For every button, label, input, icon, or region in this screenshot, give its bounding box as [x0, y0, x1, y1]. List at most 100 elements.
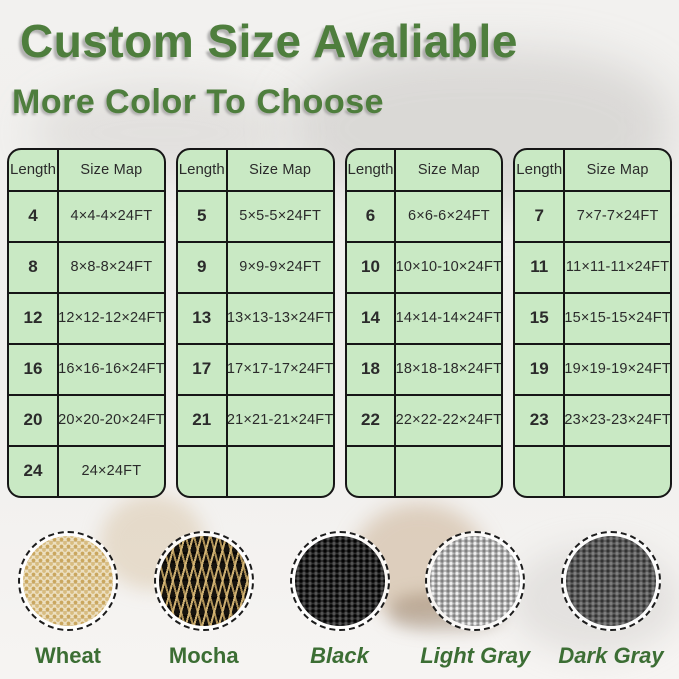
- dark-gray-fabric-swatch-icon: [566, 535, 656, 626]
- table-row: 16 16×16-16×24FT: [9, 342, 164, 394]
- length-header: Length: [178, 161, 225, 179]
- length-cell: 16: [23, 359, 43, 379]
- length-cell: 23: [529, 410, 549, 430]
- swatch-mocha: Mocha: [148, 530, 260, 669]
- size-map-cell: 16×16-16×24FT: [56, 344, 164, 394]
- size-map-cell: 15×15-15×24FT: [563, 293, 670, 343]
- table-row: 21 21×21-21×24FT: [177, 393, 333, 445]
- size-map-header: Size Map: [56, 149, 164, 190]
- length-cell: 18: [361, 359, 380, 379]
- size-table-2: Length Size Map 5 5×5-5×24FT 9 9×9-9×24F…: [175, 147, 335, 498]
- length-cell: 19: [529, 359, 549, 379]
- length-cell: [515, 447, 563, 496]
- swatch-label-wheat: Wheat: [35, 642, 101, 668]
- page-title: Custom Size Avaliable: [20, 15, 518, 67]
- table-row-empty: [346, 444, 502, 496]
- size-map-cell: 22×22-22×24FT: [394, 395, 501, 445]
- table-row: 13 13×13-13×24FT: [177, 291, 333, 343]
- length-cell: 8: [28, 257, 38, 277]
- table-row: 10 10×10-10×24FT: [346, 240, 502, 292]
- size-map-cell: 13×13-13×24FT: [225, 293, 333, 343]
- table-header-row: Length Size Map: [347, 149, 502, 190]
- table-row: 18 18×18-18×24FT: [346, 342, 502, 394]
- size-map-cell: 17×17-17×24FT: [225, 344, 333, 394]
- table-row: 11 11×11-11×24FT: [515, 240, 670, 292]
- table-row: 14 14×14-14×24FT: [346, 291, 502, 343]
- black-fabric-swatch-icon: [294, 535, 385, 626]
- table-row: 8 8×8-8×24FT: [9, 240, 164, 292]
- size-map-cell: 21×21-21×24FT: [225, 395, 333, 445]
- size-map-cell: 7×7-7×24FT: [563, 191, 670, 241]
- table-header-row: Length Size Map: [178, 149, 333, 190]
- length-header: Length: [347, 161, 394, 179]
- length-cell: [347, 447, 395, 496]
- length-cell: 24: [23, 461, 43, 481]
- table-row: 12 12×12-12×24FT: [9, 291, 164, 343]
- size-map-cell: 11×11-11×24FT: [563, 242, 670, 292]
- length-cell: 20: [23, 410, 43, 430]
- size-table-1: Length Size Map 4 4×4-4×24FT 8 8×8-8×24F…: [7, 147, 166, 498]
- size-tables: Length Size Map 4 4×4-4×24FT 8 8×8-8×24F…: [7, 147, 672, 498]
- table-row: 7 7×7-7×24FT: [515, 189, 670, 241]
- swatch-light-gray: Light Gray: [419, 530, 531, 669]
- color-swatches: Wheat Mocha Black Light Gray Dark Gray: [12, 530, 667, 669]
- size-map-cell: 12×12-12×24FT: [56, 293, 164, 343]
- table-row-empty: [177, 444, 333, 496]
- size-map-cell: 4×4-4×24FT: [56, 191, 164, 241]
- table-row: 23 23×23-23×24FT: [515, 393, 670, 445]
- table-row: 24 24×24FT: [9, 444, 164, 496]
- size-map-cell: 19×19-19×24FT: [563, 344, 670, 394]
- table-row: 9 9×9-9×24FT: [177, 240, 333, 292]
- table-row: 6 6×6-6×24FT: [346, 189, 502, 241]
- length-cell: 6: [365, 206, 376, 226]
- size-map-cell: [563, 446, 670, 496]
- table-row: 15 15×15-15×24FT: [515, 291, 670, 343]
- size-map-cell: 14×14-14×24FT: [394, 293, 501, 343]
- size-map-cell: [394, 446, 501, 496]
- size-map-cell: 20×20-20×24FT: [56, 395, 164, 445]
- length-cell: 21: [192, 410, 212, 430]
- size-map-header: Size Map: [563, 149, 670, 190]
- length-cell: 17: [192, 359, 212, 379]
- table-row: 4 4×4-4×24FT: [9, 189, 164, 241]
- swatch-dark-gray: Dark Gray: [555, 530, 667, 669]
- length-cell: 10: [361, 257, 380, 277]
- size-map-header: Size Map: [225, 149, 333, 190]
- table-row-empty: [515, 444, 670, 496]
- size-map-header: Size Map: [394, 149, 501, 190]
- size-table-4: Length Size Map 7 7×7-7×24FT 11 11×11-11…: [513, 147, 672, 498]
- size-table-3: Length Size Map 6 6×6-6×24FT 10 10×10-10…: [344, 147, 504, 498]
- length-cell: 5: [197, 206, 207, 226]
- table-row: 19 19×19-19×24FT: [515, 342, 670, 394]
- dashed-ring: [153, 530, 254, 631]
- swatch-wheat: Wheat: [12, 530, 124, 669]
- length-cell: 15: [529, 308, 549, 328]
- size-map-cell: [225, 446, 333, 496]
- length-cell: 13: [192, 308, 212, 328]
- table-row: 22 22×22-22×24FT: [346, 393, 502, 445]
- length-cell: 7: [534, 206, 544, 226]
- swatch-black: Black: [284, 530, 396, 669]
- swatch-label-dark-gray: Dark Gray: [558, 642, 664, 668]
- size-map-cell: 23×23-23×24FT: [563, 395, 670, 445]
- size-map-cell: 6×6-6×24FT: [394, 191, 501, 241]
- length-cell: [178, 447, 226, 496]
- light-gray-fabric-swatch-icon: [430, 535, 521, 626]
- length-cell: 14: [361, 308, 380, 328]
- size-map-cell: 24×24FT: [56, 446, 164, 496]
- dashed-ring: [18, 530, 118, 631]
- size-map-cell: 10×10-10×24FT: [394, 242, 501, 292]
- size-map-cell: 8×8-8×24FT: [56, 242, 164, 292]
- table-row: 17 17×17-17×24FT: [177, 342, 333, 394]
- size-map-cell: 5×5-5×24FT: [225, 191, 333, 241]
- page-subtitle: More Color To Choose: [12, 83, 385, 122]
- length-cell: 11: [530, 257, 549, 277]
- length-header: Length: [10, 161, 56, 179]
- size-map-cell: 18×18-18×24FT: [394, 344, 501, 394]
- length-cell: 22: [361, 410, 380, 430]
- dashed-ring: [289, 530, 390, 631]
- table-row: 20 20×20-20×24FT: [9, 393, 164, 445]
- swatch-label-light-gray: Light Gray: [420, 642, 531, 668]
- table-header-row: Length Size Map: [515, 149, 670, 190]
